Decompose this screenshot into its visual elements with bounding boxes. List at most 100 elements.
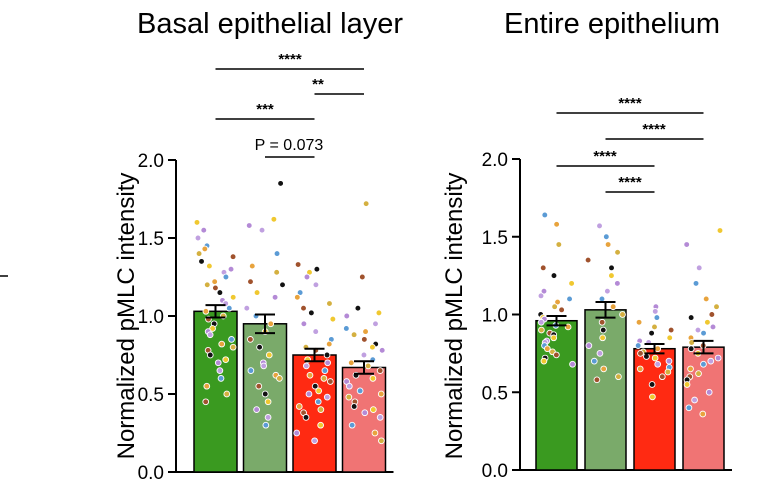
panel2-data-point <box>648 381 656 388</box>
panel2-y-axis-label: Normalized pMLC intensity <box>441 173 468 460</box>
panel1-data-point <box>323 351 331 359</box>
panel2-data-point <box>648 329 655 337</box>
panel2-data-point <box>566 295 573 303</box>
panel2-data-point <box>635 318 643 326</box>
panel1-data-point <box>255 382 263 390</box>
panel1-data-point <box>202 307 210 315</box>
panel1-data-point <box>198 258 205 265</box>
panel2-data-point <box>564 323 572 331</box>
panel1-data-point <box>350 331 358 339</box>
panel1-bar-2 <box>242 323 288 473</box>
panel1-data-point <box>324 359 331 367</box>
panel1-data-point <box>276 375 283 382</box>
panel1-data-point <box>247 336 254 343</box>
panel1-data-point <box>193 219 201 226</box>
panel1-data-point <box>378 346 386 354</box>
panel1-data-point <box>325 340 333 348</box>
panel2-data-point <box>614 248 621 256</box>
panel2-bar-2 <box>584 309 627 471</box>
panel1-data-point <box>362 200 370 208</box>
panel1-data-point <box>300 304 307 312</box>
panel2-significance-label: **** <box>618 174 642 191</box>
panel1-data-point <box>308 309 315 317</box>
panel2-data-point <box>553 220 560 228</box>
panel1-data-point <box>376 414 384 421</box>
panel1-data-point <box>216 289 224 296</box>
panel2-data-point <box>634 342 642 349</box>
panel2-significance-label: **** <box>593 148 617 165</box>
panel1-data-point <box>270 215 278 223</box>
panel2-data-point <box>691 396 698 404</box>
panel2-y-tick-label: 1.5 <box>482 228 508 249</box>
panel2-data-point <box>598 295 606 303</box>
panel2-data-point <box>598 318 606 326</box>
panel1-data-point <box>222 356 230 364</box>
panel1-bar-1 <box>193 310 238 473</box>
panel2-y-tick-label: 1.0 <box>482 306 508 327</box>
panel1-data-point <box>326 300 333 307</box>
panel1-data-point <box>360 351 368 359</box>
panel2-data-point <box>540 287 548 295</box>
panel1-data-point <box>279 281 286 289</box>
panel2-data-point <box>658 373 666 381</box>
panel2-data-point <box>554 298 561 306</box>
panel2-data-point <box>688 339 696 346</box>
panel2-data-point <box>600 365 608 373</box>
panel1-data-point <box>377 390 385 398</box>
panel1-data-point <box>229 293 237 301</box>
panel2-data-point <box>614 280 621 287</box>
panel1-data-point <box>223 390 231 398</box>
panel1-y-tick-label: 1.0 <box>138 307 164 328</box>
panel2-data-point <box>695 370 702 377</box>
panel1-data-point <box>194 234 202 242</box>
panel1-y-axis-label: Normalized pMLC intensity <box>113 173 140 460</box>
panel1-data-point <box>225 304 233 312</box>
panel1-data-point <box>375 309 383 317</box>
panel1-data-point <box>264 414 272 421</box>
panel1-data-point <box>345 382 353 390</box>
panel2-plot: 0.00.51.01.52.0**************** <box>482 95 732 482</box>
panel2-data-point <box>599 334 606 342</box>
panel2-data-point <box>537 292 545 300</box>
panel1-data-point <box>195 250 203 257</box>
panel1-data-point <box>312 281 320 289</box>
panel1-bar-3 <box>292 354 337 473</box>
panel1-y-tick-label: 0.5 <box>138 385 164 406</box>
panel2-data-point <box>608 264 615 272</box>
panel1-data-point <box>206 262 213 270</box>
panel2-data-point <box>695 264 703 272</box>
panel2-significance-label: **** <box>618 95 642 112</box>
panel1-data-point <box>306 371 314 379</box>
panel1-data-point <box>206 351 214 359</box>
panel1-data-point <box>256 343 263 351</box>
panel1-data-point <box>262 421 270 429</box>
panel1-data-point <box>347 359 355 367</box>
panel2-data-point <box>637 350 644 357</box>
panel2-data-point <box>537 318 545 326</box>
panel1-data-point <box>229 253 237 261</box>
panel1-data-point <box>218 340 226 348</box>
panel2-data-point <box>540 357 548 365</box>
panel2-data-point <box>654 360 662 368</box>
panel1-data-point <box>326 378 334 385</box>
panel1-data-point <box>277 180 284 187</box>
panel1-data-point <box>376 367 384 374</box>
panel2-data-point <box>602 233 610 241</box>
panel1-data-point <box>214 359 222 367</box>
panel1-data-point <box>271 293 279 301</box>
panel2-data-point <box>709 323 717 331</box>
panel1-data-point <box>362 328 369 335</box>
panel1-data-point <box>260 362 268 370</box>
panel2-data-point <box>687 314 695 321</box>
panel1-data-point <box>300 320 308 328</box>
panel2-data-point <box>704 318 711 326</box>
panel1-data-point <box>311 437 318 445</box>
panel2-data-point <box>569 360 576 368</box>
panel1-data-point <box>378 437 385 445</box>
panel2-data-point <box>705 388 713 396</box>
panel1-data-point <box>311 382 319 390</box>
panel2-data-point <box>538 326 545 334</box>
panel2-y-tick-label: 2.0 <box>482 150 508 171</box>
panel1-data-point <box>294 261 302 268</box>
